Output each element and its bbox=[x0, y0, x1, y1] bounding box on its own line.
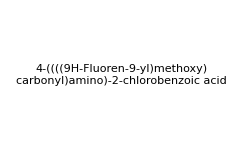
Text: 4-((((9H-Fluoren-9-yl)methoxy)
carbonyl)amino)-2-chlorobenzoic acid: 4-((((9H-Fluoren-9-yl)methoxy) carbonyl)… bbox=[16, 64, 226, 86]
